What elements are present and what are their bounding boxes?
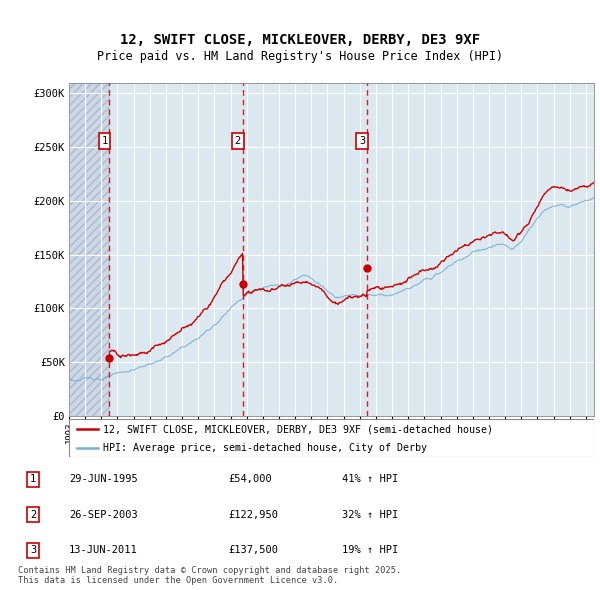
Text: 29-JUN-1995: 29-JUN-1995 <box>69 474 138 484</box>
Text: 1: 1 <box>30 474 36 484</box>
Text: £137,500: £137,500 <box>228 545 278 555</box>
Text: 12, SWIFT CLOSE, MICKLEOVER, DERBY, DE3 9XF (semi-detached house): 12, SWIFT CLOSE, MICKLEOVER, DERBY, DE3 … <box>103 424 493 434</box>
Text: 12, SWIFT CLOSE, MICKLEOVER, DERBY, DE3 9XF: 12, SWIFT CLOSE, MICKLEOVER, DERBY, DE3 … <box>120 32 480 47</box>
Text: 26-SEP-2003: 26-SEP-2003 <box>69 510 138 520</box>
Text: 19% ↑ HPI: 19% ↑ HPI <box>342 545 398 555</box>
Bar <box>69 83 109 416</box>
Text: 41% ↑ HPI: 41% ↑ HPI <box>342 474 398 484</box>
Text: 2: 2 <box>235 136 241 146</box>
Text: HPI: Average price, semi-detached house, City of Derby: HPI: Average price, semi-detached house,… <box>103 442 427 453</box>
Bar <box>69 83 109 416</box>
Text: 32% ↑ HPI: 32% ↑ HPI <box>342 510 398 520</box>
Text: Contains HM Land Registry data © Crown copyright and database right 2025.
This d: Contains HM Land Registry data © Crown c… <box>18 566 401 585</box>
Text: £54,000: £54,000 <box>228 474 272 484</box>
Text: 3: 3 <box>359 136 365 146</box>
Text: 1: 1 <box>101 136 107 146</box>
Text: 13-JUN-2011: 13-JUN-2011 <box>69 545 138 555</box>
Text: 3: 3 <box>30 545 36 555</box>
Text: £122,950: £122,950 <box>228 510 278 520</box>
Text: Price paid vs. HM Land Registry's House Price Index (HPI): Price paid vs. HM Land Registry's House … <box>97 50 503 63</box>
FancyBboxPatch shape <box>69 419 594 457</box>
Text: 2: 2 <box>30 510 36 520</box>
